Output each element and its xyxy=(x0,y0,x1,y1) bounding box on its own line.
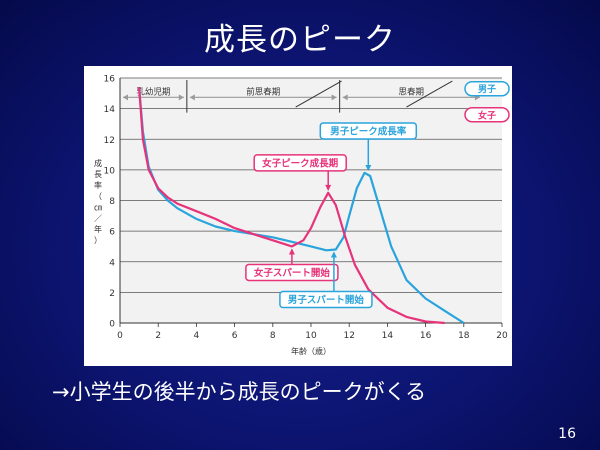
annotation-label-1: 女子ピーク成長期 xyxy=(262,157,338,169)
x-tick-label-12: 12 xyxy=(343,331,354,341)
x-tick-label-0: 0 xyxy=(117,331,123,341)
annotation-label-3: 男子スパート開始 xyxy=(288,294,365,306)
grid-layer xyxy=(120,77,502,324)
x-tick-label-10: 10 xyxy=(305,331,317,341)
x-tick-label-4: 4 xyxy=(194,331,200,341)
annotation-arrowhead-3 xyxy=(330,251,337,258)
slide-title: 成長のピーク xyxy=(204,22,396,58)
y-tick-label-0: 0 xyxy=(109,320,115,330)
x-tick-label-20: 20 xyxy=(496,331,508,341)
x-tick-label-18: 18 xyxy=(458,331,470,341)
x-tick-label-16: 16 xyxy=(420,331,432,341)
period-arrow-0-head-left xyxy=(123,94,128,101)
annotation-label-2: 女子スパート開始 xyxy=(254,267,331,279)
period-arrow-2-head-left xyxy=(342,94,348,101)
x-tick-label-2: 2 xyxy=(155,331,161,341)
band-legend-label-1: 女子 xyxy=(478,109,496,121)
series-line-boys xyxy=(138,87,465,324)
period-arrow-1-head-right xyxy=(331,94,337,101)
y-axis-title: 成長率（㎝／年） xyxy=(94,158,102,245)
band-legend-label-0: 男子 xyxy=(478,84,496,95)
growth-chart-panel: 乳幼児期 前思春期 思春期 男子女子 0 2 4 6 8 10 12 14 16 0 2 4 6 8 10 12 14… xyxy=(84,66,512,366)
girls-transition-mark xyxy=(295,80,342,108)
page-number: 16 xyxy=(558,426,576,442)
period-arrow-1-head-left xyxy=(189,94,195,101)
x-axis-title: 年齢（歳） xyxy=(291,346,331,356)
annotation-box-1 xyxy=(253,154,347,172)
period-label-2: 思春期 xyxy=(399,86,425,97)
annotation-arrowhead-0 xyxy=(365,164,372,171)
y-tick-label-16: 16 xyxy=(104,75,116,85)
period-label-0: 乳幼児期 xyxy=(136,86,170,97)
annotation-box-2 xyxy=(245,263,339,282)
y-tick-label-2: 2 xyxy=(109,289,115,299)
y-tick-label-6: 6 xyxy=(109,228,115,238)
x-tick-label-8: 8 xyxy=(270,331,276,341)
annotation-box-0 xyxy=(319,122,418,140)
period-arrow-0-head-right xyxy=(178,94,184,101)
annotation-arrowhead-1 xyxy=(325,184,332,191)
annotation-arrowhead-2 xyxy=(288,248,295,255)
band-legend-pill-0 xyxy=(464,80,510,97)
boys-transition-mark xyxy=(406,80,453,108)
y-tick-label-4: 4 xyxy=(109,258,115,268)
x-tick-label-6: 6 xyxy=(232,331,238,341)
annotation-label-0: 男子ピーク成長率 xyxy=(330,125,407,137)
x-tick-label-14: 14 xyxy=(382,331,394,341)
y-tick-label-12: 12 xyxy=(104,136,115,146)
band-legend-pill-1 xyxy=(464,107,510,123)
period-label-1: 前思春期 xyxy=(246,86,280,97)
y-tick-label-8: 8 xyxy=(109,197,115,207)
slide-caption: →小学生の後半から成長のピークがくる xyxy=(52,380,427,404)
annotation-box-3 xyxy=(279,290,373,309)
y-tick-label-14: 14 xyxy=(104,105,116,115)
y-tick-label-10: 10 xyxy=(104,166,116,176)
